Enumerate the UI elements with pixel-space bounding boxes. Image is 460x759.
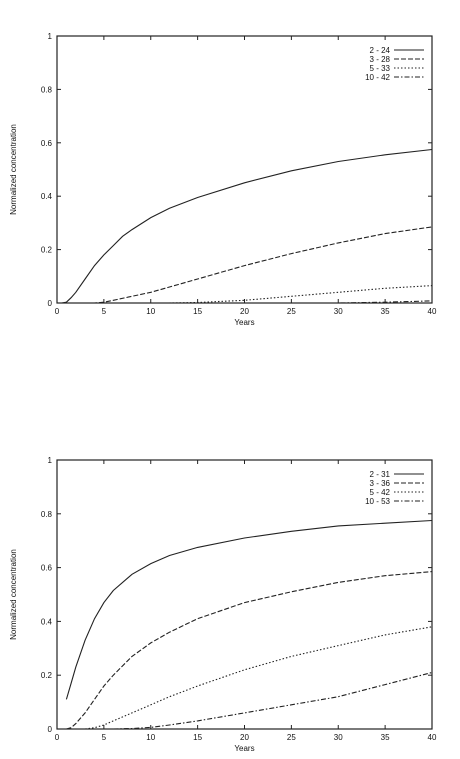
chart-1-series-line-3	[113, 671, 433, 730]
chart-1-x-tick-label: 25	[287, 733, 296, 742]
chart-bottom-svg: 0 5 10 15 20 25 30 35 40 0 0.2 0.4 0.6 0.8 1 Years Norma…	[9, 456, 437, 753]
chart-1-x-tick-label: 15	[193, 733, 202, 742]
chart-0-series-line-1	[57, 226, 433, 304]
chart-0-x-tick-label: 5	[102, 307, 107, 316]
chart-1-y-tick-label: 0.4	[41, 617, 53, 626]
chart-0-x-tick-label: 30	[334, 307, 343, 316]
chart-0-legend-label: 5 - 33	[370, 64, 391, 73]
chart-1-series-line-0	[65, 519, 433, 700]
chart-1-series-line-1	[66, 571, 433, 730]
chart-1-x-tick-label: 35	[381, 733, 390, 742]
chart-1-y-tick-label: 0.8	[41, 510, 53, 519]
chart-0-series-line-3	[57, 300, 433, 304]
chart-0-y-tick-label: 0.2	[41, 246, 53, 255]
chart-0-legend-label: 2 - 24	[370, 46, 391, 55]
chart-0-x-tick-label: 0	[55, 307, 60, 316]
chart-1-series-line-2	[85, 626, 433, 730]
chart-0-y-tick-label: 0.4	[41, 192, 53, 201]
chart-1-x-tick-label: 30	[334, 733, 343, 742]
chart-0-x-tick-label: 35	[381, 307, 390, 316]
chart-0-y-tick-label: 0.8	[41, 85, 53, 94]
chart-0-series-line-0	[57, 148, 433, 304]
chart-0-x-tick-label: 10	[146, 307, 155, 316]
chart-1-legend-label: 5 - 42	[370, 488, 391, 497]
chart-0-x-tick-label: 25	[287, 307, 296, 316]
chart-1-x-tick-label: 20	[240, 733, 249, 742]
chart-top: 0 5 10 15 20 25 30 35 40 0 0.2 0.4 0.6 0.8 1 Years Norma…	[9, 32, 437, 327]
chart-0-series-line-2	[57, 285, 433, 304]
chart-1-legend-label: 3 - 36	[370, 479, 391, 488]
chart-0-y-tick-label: 1	[48, 32, 53, 41]
chart-0-y-tick-label: 0.6	[41, 139, 53, 148]
chart-1-x-tick-label: 10	[146, 733, 155, 742]
chart-1-y-axis-label: Normalized concentration	[9, 549, 18, 640]
chart-1-x-tick-label: 0	[55, 733, 60, 742]
chart-0-legend-label: 3 - 28	[370, 55, 391, 64]
chart-1-x-axis-label: Years	[234, 744, 254, 753]
chart-1-x-tick-label: 5	[102, 733, 107, 742]
chart-top-svg: 0 5 10 15 20 25 30 35 40 0 0.2 0.4 0.6 0.8 1 Years Norma…	[9, 32, 437, 327]
chart-1-y-tick-label: 0.6	[41, 564, 53, 573]
chart-0-x-tick-label: 15	[193, 307, 202, 316]
chart-0-x-tick-label: 20	[240, 307, 249, 316]
chart-0-y-axis-label: Normalized concentration	[9, 124, 18, 215]
chart-0-x-tick-label: 40	[428, 307, 437, 316]
chart-0-legend-label: 10 - 42	[365, 73, 390, 82]
chart-1-x-tick-label: 40	[428, 733, 437, 742]
chart-1-legend-label: 2 - 31	[370, 470, 391, 479]
chart-1-y-tick-label: 1	[48, 456, 53, 465]
chart-1-y-tick-label: 0	[48, 725, 53, 734]
chart-0-y-tick-label: 0	[48, 299, 53, 308]
chart-bottom: 0 5 10 15 20 25 30 35 40 0 0.2 0.4 0.6 0.8 1 Years Norma…	[0, 380, 460, 759]
chart-1-y-tick-label: 0.2	[41, 671, 53, 680]
chart-1-legend-label: 10 - 53	[365, 497, 390, 506]
chart-0-x-axis-label: Years	[234, 318, 254, 327]
